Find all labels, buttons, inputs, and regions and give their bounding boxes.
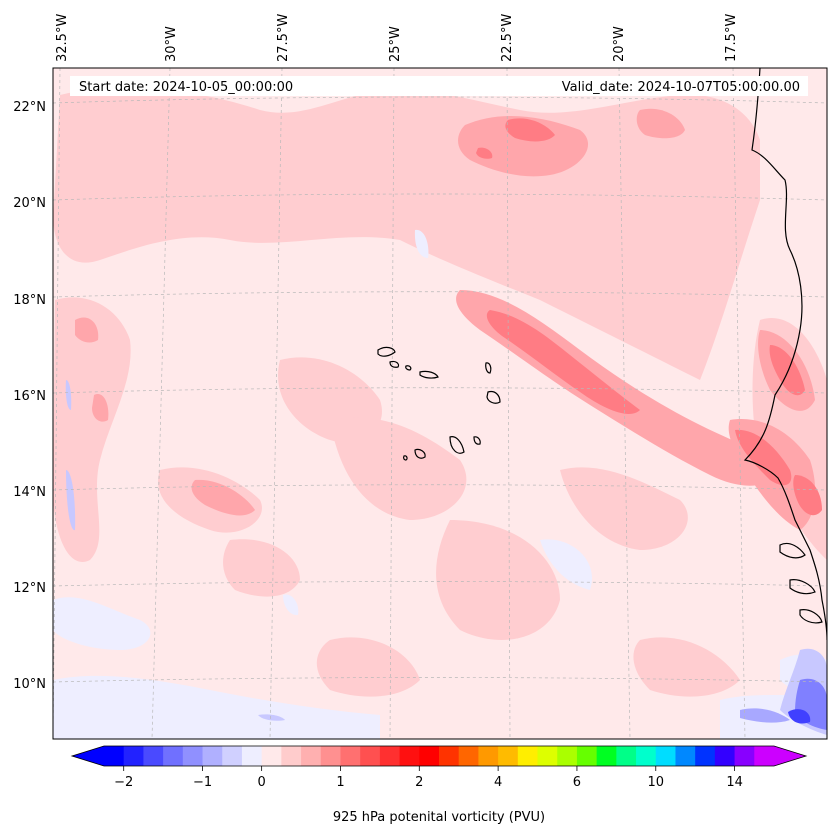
- colorbar-cell: [261, 746, 282, 766]
- colorbar-outline: [70, 745, 808, 767]
- colorbar-cell: [636, 746, 657, 766]
- latitude-labels: 22°N 20°N 18°N 16°N 14°N 12°N 10°N: [13, 100, 46, 692]
- lat-label-6: 10°N: [13, 677, 46, 692]
- colorbar-ticks: −2 −1 0 1 2 4 6 10 14: [114, 766, 743, 790]
- colorbar-cell: [419, 746, 440, 766]
- lon-label-1: 30°W: [164, 26, 179, 62]
- lat-label-4: 14°N: [13, 485, 46, 500]
- colorbar-cell: [734, 746, 755, 766]
- lon-label-6: 17.5°W: [724, 14, 739, 62]
- coastlines: [743, 68, 827, 641]
- colorbar-cell: [281, 746, 302, 766]
- cape-verde-islands: [377, 346, 501, 461]
- colorbar-cell: [675, 746, 696, 766]
- colorbar-cell: [360, 746, 381, 766]
- colorbar-cell: [498, 746, 519, 766]
- colorbar-tick-label: 10: [647, 775, 664, 790]
- graticule-lines: [53, 68, 827, 739]
- longitude-labels: 32.5°W 30°W 27.5°W 25°W 22.5°W 20°W 17.5…: [55, 14, 739, 62]
- colorbar-tick-label: 0: [258, 775, 266, 790]
- colorbar-label: 925 hPa potenital vorticity (PVU): [333, 810, 545, 825]
- colorbar-cell: [576, 746, 598, 766]
- colorbar-cell: [222, 746, 243, 766]
- pv-contours-blue: [65, 380, 827, 735]
- pv-contours-strong-red: [476, 118, 822, 516]
- colorbar-tick-label: −1: [193, 775, 212, 790]
- colorbar-cell: [714, 746, 736, 766]
- colorbar-cell: [104, 746, 125, 766]
- colorbar-min-extend: [72, 746, 104, 766]
- colorbar-cell: [123, 746, 144, 766]
- colorbar-max-extend: [774, 746, 806, 766]
- map-plot-area: [53, 68, 827, 739]
- colorbar-cell: [379, 746, 401, 766]
- colorbar-cell: [301, 746, 322, 766]
- lon-label-0: 32.5°W: [55, 14, 70, 62]
- lon-label-3: 25°W: [388, 26, 403, 62]
- lat-label-2: 18°N: [13, 293, 46, 308]
- colorbar-cells: [104, 746, 775, 766]
- colorbar-cell: [399, 746, 420, 766]
- colorbar-cell: [695, 746, 716, 766]
- colorbar-cell: [616, 746, 637, 766]
- colorbar-cell: [143, 746, 164, 766]
- colorbar-cell: [439, 746, 460, 766]
- colorbar-cell: [537, 746, 558, 766]
- colorbar-cell: [754, 746, 775, 766]
- colorbar-tick-label: 4: [494, 775, 502, 790]
- colorbar-cell: [458, 746, 479, 766]
- colorbar-cell: [655, 746, 676, 766]
- lon-label-2: 27.5°W: [276, 14, 291, 62]
- lat-label-5: 12°N: [13, 581, 46, 596]
- colorbar-cell: [557, 746, 578, 766]
- colorbar-tick-label: 1: [336, 775, 344, 790]
- colorbar-tick-label: 6: [573, 775, 581, 790]
- colorbar-tick-label: −2: [114, 775, 133, 790]
- colorbar-cell: [596, 746, 617, 766]
- valid-date-label: Valid_date: 2024-10-07T05:00:00.00: [562, 80, 800, 95]
- colorbar-cell: [478, 746, 499, 766]
- lon-label-4: 22.5°W: [500, 14, 515, 62]
- lat-label-1: 20°N: [13, 196, 46, 211]
- lat-label-3: 16°N: [13, 389, 46, 404]
- lat-label-0: 22°N: [13, 100, 46, 115]
- colorbar-tick-label: 14: [726, 775, 743, 790]
- pv-contours-light-red: [53, 87, 827, 739]
- colorbar-cell: [517, 746, 539, 766]
- map-frame: [52, 67, 828, 740]
- header-box: [70, 76, 808, 96]
- colorbar-cell: [202, 746, 223, 766]
- colorbar: −2 −1 0 1 2 4 6 10 14 925 hPa potenital vorticit…: [70, 745, 808, 825]
- start-date-label: Start date: 2024-10-05_00:00:00: [79, 80, 293, 95]
- colorbar-cell: [340, 746, 361, 766]
- colorbar-tick-label: 2: [415, 775, 423, 790]
- lon-label-5: 20°W: [612, 26, 627, 62]
- colorbar-cell: [320, 746, 341, 766]
- colorbar-cell: [163, 746, 184, 766]
- colorbar-cell: [182, 746, 204, 766]
- colorbar-cell: [241, 746, 263, 766]
